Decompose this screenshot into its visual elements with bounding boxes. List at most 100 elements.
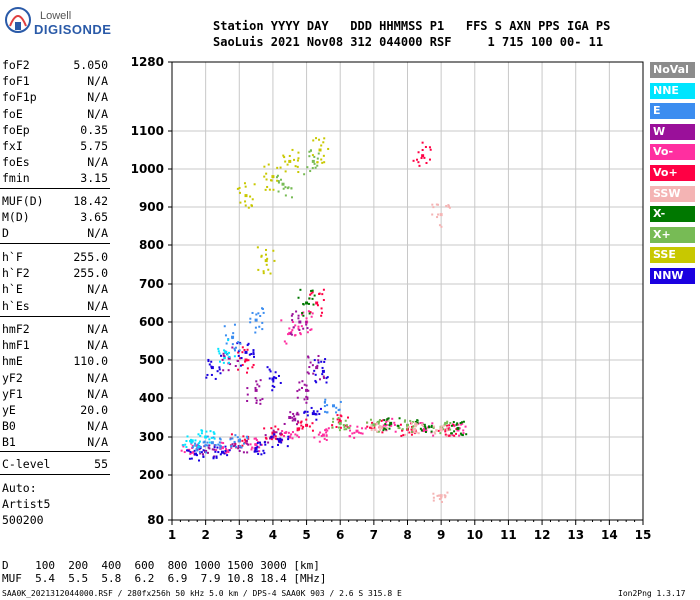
echo-point xyxy=(273,259,276,262)
echo-point xyxy=(331,426,334,429)
param-label: foEp xyxy=(2,122,30,137)
param-row-he: h`E N/A xyxy=(2,282,108,297)
echo-point xyxy=(224,445,227,448)
echo-point xyxy=(404,433,407,436)
echo-point xyxy=(309,361,312,364)
echo-point xyxy=(343,428,346,431)
echo-point xyxy=(459,432,462,435)
echo-point xyxy=(321,433,325,437)
echo-point xyxy=(446,435,449,438)
echo-point xyxy=(227,338,230,341)
echo-point xyxy=(310,406,313,409)
echo-point xyxy=(442,428,445,431)
echo-point xyxy=(323,161,326,164)
echo-point xyxy=(194,439,197,442)
echo-point xyxy=(447,205,450,208)
echo-point xyxy=(424,145,427,148)
param-row-b0: B0 N/A xyxy=(2,419,108,434)
echo-point xyxy=(348,426,351,429)
echo-point xyxy=(437,429,440,432)
echo-point xyxy=(316,157,319,160)
echo-point xyxy=(266,257,269,260)
echo-point xyxy=(384,423,387,426)
echo-point xyxy=(293,158,296,161)
echo-point xyxy=(314,413,317,416)
echo-point xyxy=(288,435,292,439)
echo-point xyxy=(317,433,320,436)
echo-point xyxy=(382,419,385,422)
echo-point xyxy=(318,440,321,443)
echo-point xyxy=(287,431,290,434)
echo-point xyxy=(293,415,296,418)
echo-point xyxy=(233,440,236,443)
echo-point xyxy=(305,395,308,398)
echo-point xyxy=(231,443,234,446)
echo-point xyxy=(213,432,216,435)
echo-point xyxy=(305,323,308,326)
param-label: hmE xyxy=(2,354,23,369)
echo-point xyxy=(217,350,220,353)
echo-point xyxy=(294,324,297,327)
echo-point xyxy=(271,377,275,381)
legend-item-w: W xyxy=(650,123,695,140)
echo-point xyxy=(436,216,439,219)
echo-point xyxy=(319,431,322,434)
echo-point xyxy=(325,439,328,442)
echo-point xyxy=(417,161,420,164)
echo-point xyxy=(422,423,426,427)
echo-point xyxy=(370,425,373,428)
echo-point xyxy=(190,441,193,444)
echo-point xyxy=(279,434,282,437)
echo-point xyxy=(320,314,323,317)
echo-point xyxy=(222,369,225,372)
echo-point xyxy=(398,417,401,420)
x-tick-label: 14 xyxy=(601,528,618,542)
echo-point xyxy=(249,195,252,198)
echo-point xyxy=(325,428,328,431)
echo-point xyxy=(404,419,407,422)
echo-point xyxy=(196,449,199,452)
echo-point xyxy=(369,418,372,421)
echo-point xyxy=(460,433,463,436)
echo-point xyxy=(291,416,294,419)
echo-point xyxy=(419,427,422,430)
echo-point xyxy=(270,438,273,441)
echo-point xyxy=(214,377,217,380)
echo-point xyxy=(280,441,283,444)
echo-point xyxy=(263,441,266,444)
echo-point xyxy=(314,379,317,382)
echo-point xyxy=(210,373,213,376)
echo-point xyxy=(238,186,241,189)
param-label: h`F xyxy=(2,250,23,264)
echo-point xyxy=(321,293,324,296)
echo-point xyxy=(256,445,259,448)
echo-point xyxy=(310,328,313,331)
echo-point xyxy=(198,440,201,443)
echo-point xyxy=(274,435,277,438)
echo-point xyxy=(226,353,229,356)
echo-point xyxy=(335,411,338,414)
echo-point xyxy=(425,429,428,432)
echo-point xyxy=(300,325,303,328)
echo-point xyxy=(204,451,207,454)
echo-point xyxy=(420,423,423,426)
echo-point xyxy=(267,163,270,166)
param-row-hmf2: hmF2 N/A xyxy=(2,322,108,337)
x-tick-label: 10 xyxy=(466,528,483,542)
echo-point xyxy=(271,445,274,448)
echo-point xyxy=(284,170,287,173)
echo-point xyxy=(243,182,246,185)
echo-point xyxy=(318,378,321,381)
echo-point xyxy=(302,314,305,317)
echo-point xyxy=(322,154,325,157)
echo-point xyxy=(308,425,311,428)
echo-point xyxy=(296,396,299,399)
echo-point xyxy=(413,423,416,426)
echo-point xyxy=(430,430,433,433)
echo-point xyxy=(276,179,279,182)
echo-point xyxy=(308,366,311,369)
echo-point xyxy=(433,431,436,434)
echo-point xyxy=(443,423,446,426)
param-row-d: D N/A xyxy=(2,226,108,241)
echo-point xyxy=(371,426,374,429)
